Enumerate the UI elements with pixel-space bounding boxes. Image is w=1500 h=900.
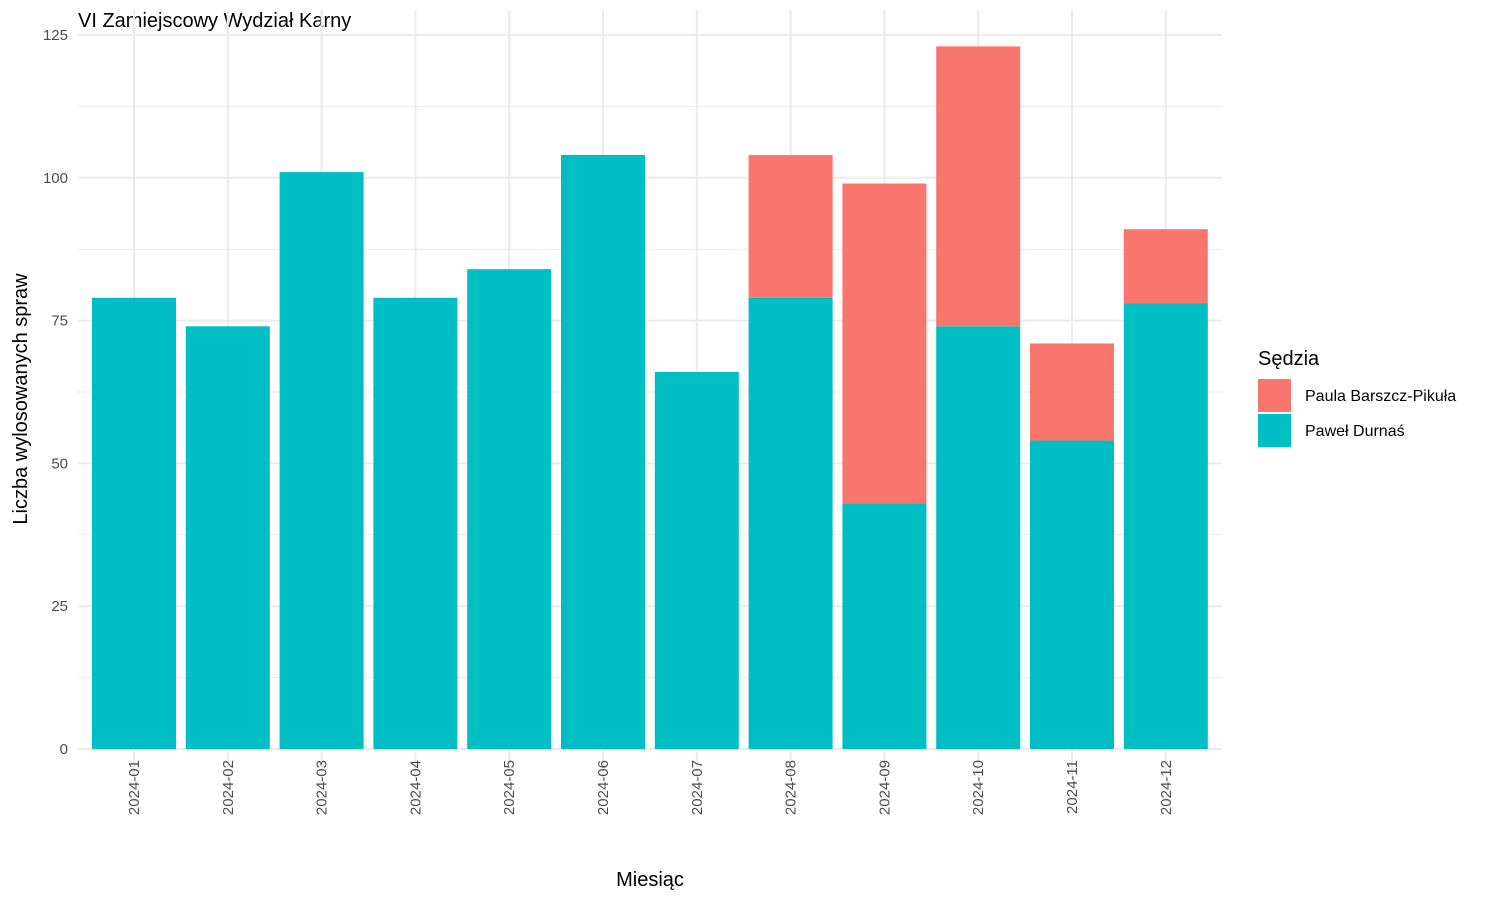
bar-pawe-durna--2024-01	[92, 297, 176, 749]
bar-pawe-durna--2024-02	[185, 326, 270, 749]
y-tick-label: 125	[43, 27, 68, 44]
x-tick-label: 2024-12	[1158, 760, 1175, 815]
x-axis-title: Miesiąc	[616, 869, 684, 891]
x-tick-label: 2024-11	[1064, 760, 1081, 814]
bar-paula-barszcz-piku-a-2024-12	[1123, 229, 1208, 304]
bar-pawe-durna--2024-04	[373, 297, 458, 749]
y-tick-label: 25	[51, 598, 68, 615]
y-axis-title: Liczba wylosowanych spraw	[10, 273, 32, 525]
bar-pawe-durna--2024-08	[748, 297, 833, 749]
x-tick-label: 2024-04	[407, 760, 424, 815]
x-tick-label: 2024-07	[689, 760, 706, 815]
bar-paula-barszcz-piku-a-2024-08	[748, 154, 833, 298]
y-tick-label: 75	[51, 313, 68, 330]
legend: Sędzia Paula Barszcz-Pikuła Paweł Durnaś	[1258, 348, 1456, 447]
bar-paula-barszcz-piku-a-2024-10	[936, 46, 1021, 327]
y-tick-label: 50	[51, 455, 68, 472]
bar-pawe-durna--2024-09	[842, 503, 927, 749]
bar-pawe-durna--2024-11	[1030, 440, 1114, 749]
x-tick-label: 2024-01	[126, 760, 143, 815]
x-tick-label: 2024-02	[220, 760, 237, 815]
bar-pawe-durna--2024-03	[279, 172, 364, 749]
x-tick-label: 2024-03	[314, 760, 331, 815]
bar-pawe-durna--2024-12	[1123, 303, 1208, 749]
legend-label: Paweł Durnaś	[1305, 423, 1405, 440]
legend-swatch	[1258, 379, 1291, 412]
bar-pawe-durna--2024-06	[561, 154, 645, 749]
bar-pawe-durna--2024-10	[936, 326, 1021, 749]
legend-swatch	[1258, 414, 1291, 447]
chart-title: VI Zamiejscowy Wydział Karny	[78, 10, 351, 32]
x-tick-label: 2024-05	[501, 760, 518, 815]
y-axis-ticks: 0 25 50 75 100 125	[43, 27, 68, 758]
x-tick-label: 2024-06	[595, 760, 612, 815]
y-tick-label: 100	[43, 170, 68, 187]
bar-pawe-durna--2024-07	[654, 372, 739, 749]
x-tick-label: 2024-09	[876, 760, 893, 815]
bar-paula-barszcz-piku-a-2024-11	[1030, 343, 1114, 441]
x-tick-label: 2024-10	[970, 760, 987, 815]
y-tick-label: 0	[60, 741, 68, 758]
bars	[92, 46, 1208, 749]
legend-title: Sędzia	[1258, 348, 1320, 370]
bar-paula-barszcz-piku-a-2024-09	[842, 183, 927, 504]
x-axis-ticks: 2024-01 2024-02 2024-03 2024-04 2024-05 2024-…	[126, 760, 1175, 815]
bar-pawe-durna--2024-05	[467, 269, 552, 749]
legend-label: Paula Barszcz-Pikuła	[1305, 388, 1456, 405]
x-tick-label: 2024-08	[783, 760, 800, 815]
